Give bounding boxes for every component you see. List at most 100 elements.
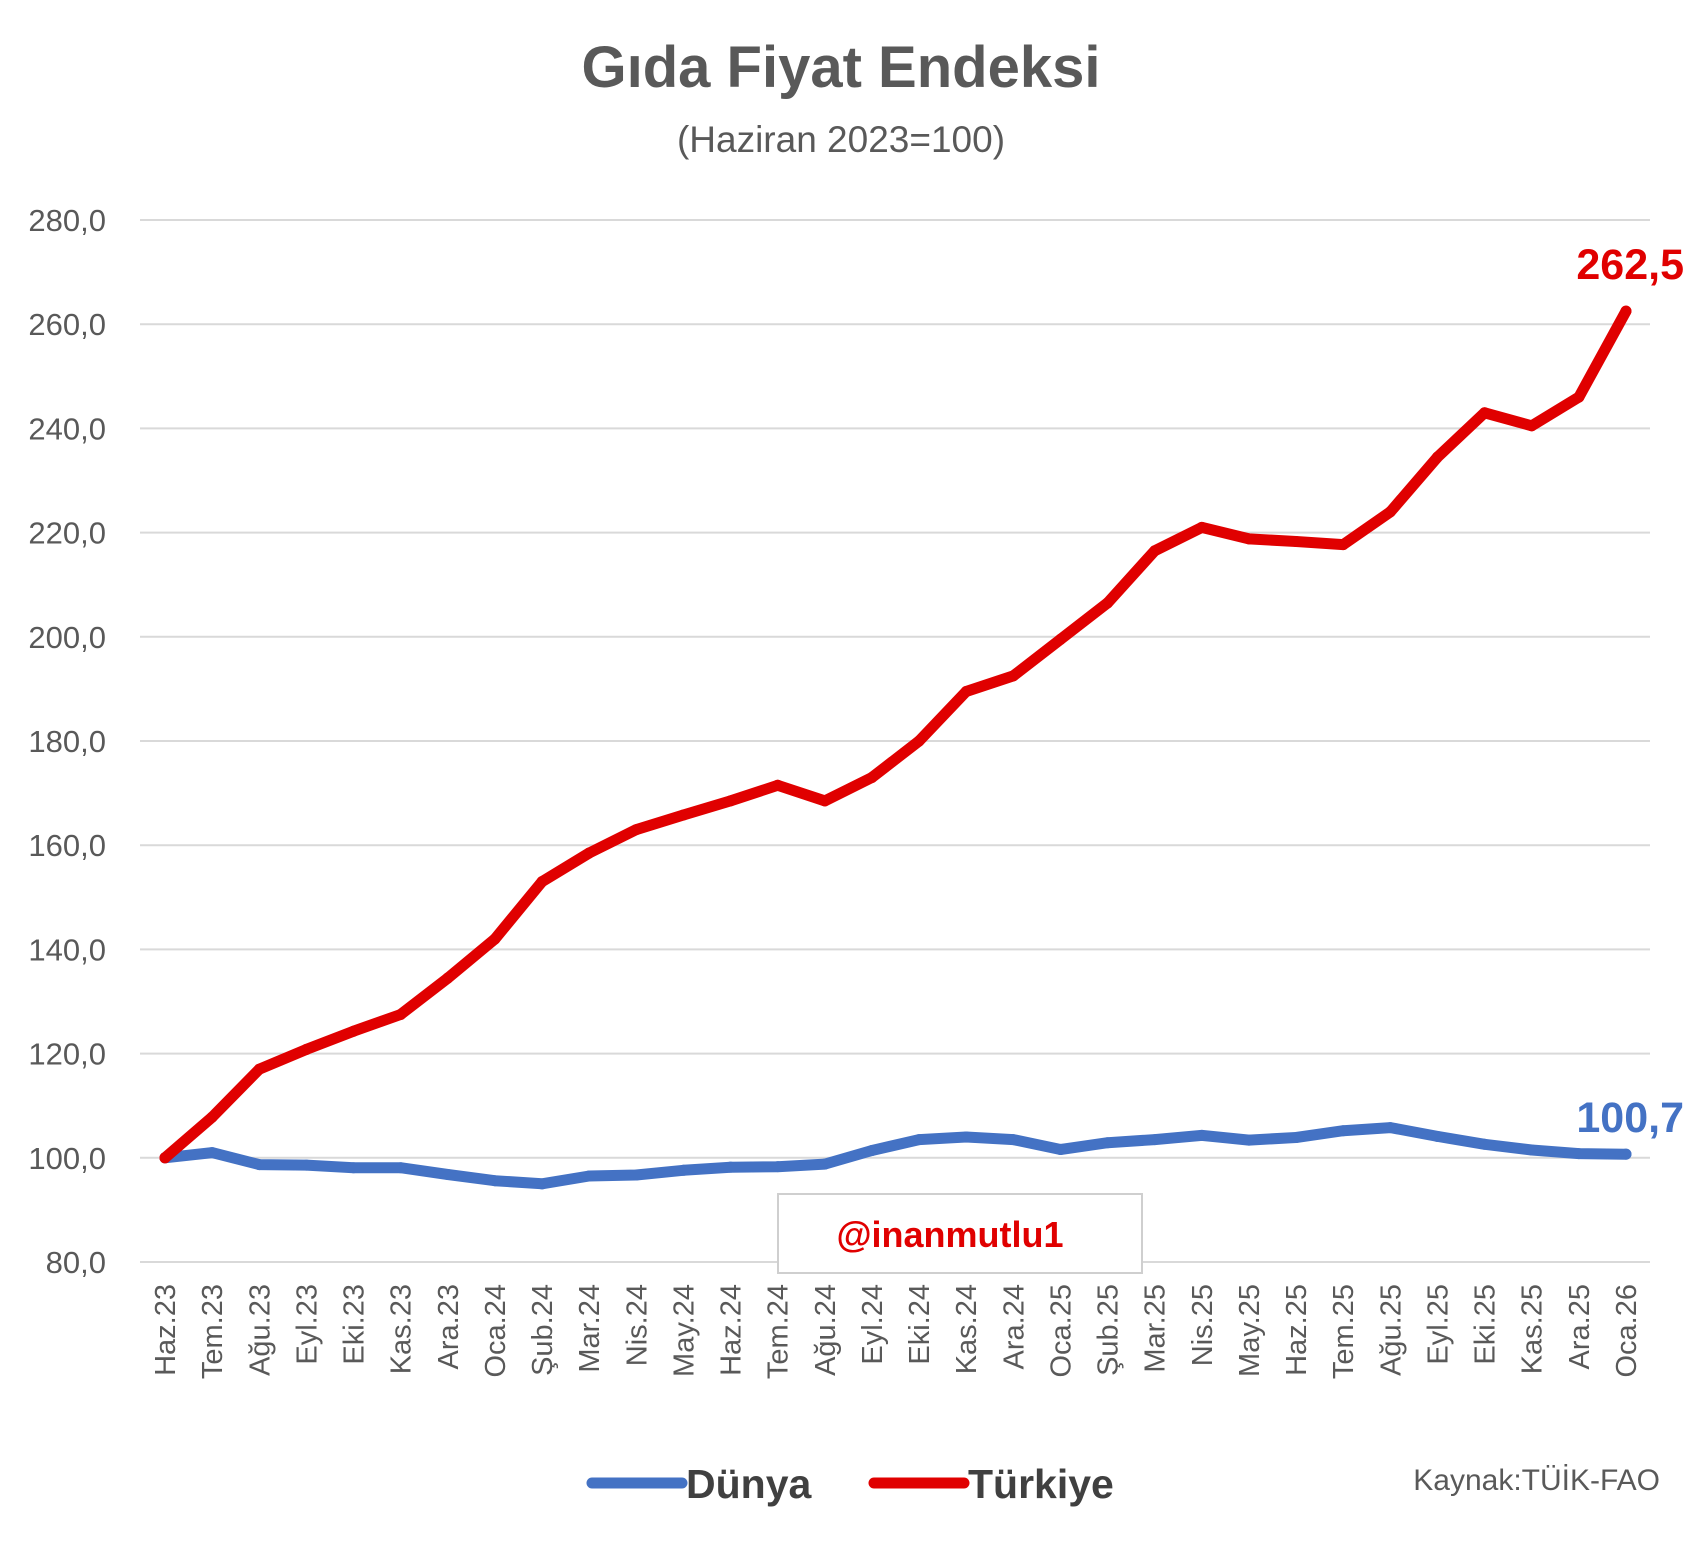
data-point (395, 1009, 407, 1021)
data-point (913, 735, 925, 747)
data-point (1620, 305, 1632, 317)
data-point (960, 1131, 972, 1143)
x-tick-label: Tem.24 (763, 1284, 795, 1379)
x-tick-label: Eki.25 (1470, 1284, 1502, 1365)
data-point (159, 1152, 171, 1164)
data-point (442, 972, 454, 984)
x-tick-label: Tem.23 (197, 1284, 229, 1379)
gridlines (140, 219, 1650, 1263)
data-point (583, 847, 595, 859)
y-tick-label: 240,0 (28, 411, 106, 446)
x-tick-label: Ağu.24 (810, 1284, 842, 1376)
data-point (677, 809, 689, 821)
data-point (1526, 1144, 1538, 1156)
data-point (630, 1169, 642, 1181)
data-point (1431, 451, 1443, 463)
x-tick-label: May.25 (1234, 1284, 1266, 1377)
x-tick-label: Kas.23 (386, 1284, 418, 1374)
x-tick-label: Haz.24 (716, 1284, 748, 1376)
data-point (1526, 420, 1538, 432)
x-tick-label: Eki.23 (339, 1284, 371, 1365)
data-point (866, 1145, 878, 1157)
y-tick-label: 120,0 (28, 1037, 106, 1072)
x-tick-label: Kas.24 (951, 1284, 983, 1374)
y-tick-label: 160,0 (28, 828, 106, 863)
x-tick-label: Oca.25 (1045, 1284, 1077, 1378)
x-tick-label: Ara.25 (1564, 1284, 1596, 1369)
x-tick-label: Ara.23 (433, 1284, 465, 1369)
x-tick-label: Eyl.23 (291, 1284, 323, 1365)
data-point (1149, 545, 1161, 557)
data-point (536, 876, 548, 888)
y-tick-label: 280,0 (28, 203, 106, 238)
data-point (1573, 1148, 1585, 1160)
data-point (253, 1063, 265, 1075)
x-tick-label: Nis.24 (621, 1284, 653, 1366)
data-point (348, 1025, 360, 1037)
x-tick-label: Tem.25 (1328, 1284, 1360, 1379)
x-tick-label: Eyl.25 (1422, 1284, 1454, 1365)
data-point (1196, 1129, 1208, 1141)
x-tick-label: Mar.24 (574, 1284, 606, 1373)
x-tick-label: Nis.25 (1187, 1284, 1219, 1366)
x-tick-label: Kas.25 (1517, 1284, 1549, 1374)
x-tick-label: Haz.25 (1281, 1284, 1313, 1376)
data-point (1196, 521, 1208, 533)
legend-label-turkiye: Türkiye (968, 1461, 1114, 1507)
data-point (866, 771, 878, 783)
y-tick-label: 140,0 (28, 932, 106, 967)
data-point (348, 1162, 360, 1174)
data-point (489, 933, 501, 945)
data-point (1054, 633, 1066, 645)
y-tick-label: 260,0 (28, 307, 106, 342)
data-point (1290, 535, 1302, 547)
legend-label-dunya: Dünya (686, 1461, 813, 1507)
data-point (300, 1043, 312, 1055)
data-point (725, 795, 737, 807)
data-point (253, 1159, 265, 1171)
data-point (1102, 597, 1114, 609)
data-point (1620, 1148, 1632, 1160)
data-point (1243, 533, 1255, 545)
data-point (300, 1159, 312, 1171)
data-point (1573, 391, 1585, 403)
x-tick-label: Ağu.25 (1375, 1284, 1407, 1376)
data-point (1149, 1134, 1161, 1146)
data-point (677, 1164, 689, 1176)
chart-title: Gıda Fiyat Endeksi (582, 35, 1101, 100)
data-point (1337, 1125, 1349, 1137)
x-tick-label: Haz.23 (150, 1284, 182, 1376)
data-point (206, 1147, 218, 1159)
y-axis: 80,0 100,0 120,0 140,0 160,0 180,0 200,0 220,0 2… (28, 203, 106, 1280)
source-note: Kaynak:TÜİK-FAO (1413, 1464, 1660, 1497)
data-point (1290, 1131, 1302, 1143)
series-line-dunya (159, 1122, 1632, 1190)
data-point (913, 1134, 925, 1146)
data-point (1479, 407, 1491, 419)
x-tick-label: Eki.24 (904, 1284, 936, 1365)
x-tick-label: Şub.25 (1093, 1284, 1125, 1376)
y-tick-label: 180,0 (28, 724, 106, 759)
x-tick-label: Şub.24 (527, 1284, 559, 1376)
x-axis: Haz.23 Tem.23 Ağu.23 Eyl.23 Eki.23 Kas.23 Ara.… (150, 1284, 1643, 1379)
data-point (772, 1161, 784, 1173)
data-point (1007, 1134, 1019, 1146)
data-point (1337, 539, 1349, 551)
data-point (1479, 1138, 1491, 1150)
x-tick-label: Oca.24 (480, 1284, 512, 1378)
chart-subtitle: (Haziran 2023=100) (677, 119, 1005, 160)
x-tick-label: Oca.26 (1611, 1284, 1643, 1378)
data-point (442, 1168, 454, 1180)
data-point (395, 1162, 407, 1174)
x-tick-label: Ağu.23 (244, 1284, 276, 1376)
data-point (819, 1158, 831, 1170)
y-tick-label: 100,0 (28, 1141, 106, 1176)
x-tick-label: Eyl.24 (857, 1284, 889, 1365)
legend: Dünya Türkiye (586, 1461, 1114, 1507)
series-line-turkiye (159, 305, 1632, 1164)
data-point (489, 1175, 501, 1187)
data-point (960, 686, 972, 698)
data-point (1054, 1143, 1066, 1155)
data-point (206, 1111, 218, 1123)
